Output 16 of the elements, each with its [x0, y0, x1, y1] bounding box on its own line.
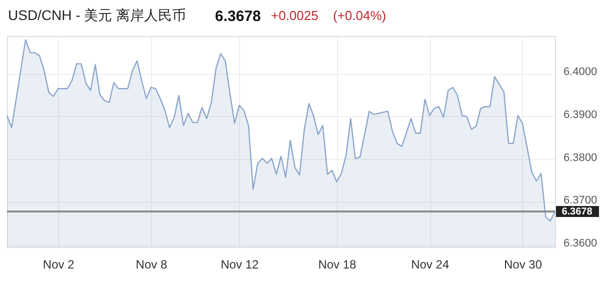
- x-tick-label: Nov 24: [411, 258, 450, 272]
- y-tick-label: 6.3600: [564, 237, 598, 250]
- x-tick-label: Nov 30: [504, 258, 542, 272]
- y-tick-label: 6.3800: [564, 152, 598, 164]
- text: 6.3678: [215, 8, 261, 25]
- ref-line-label: 6.3678: [562, 206, 593, 218]
- x-tick-label: Nov 12: [220, 258, 260, 272]
- x-tick-label: Nov 2: [42, 258, 75, 272]
- y-tick-label: 6.3700: [564, 194, 598, 207]
- chart-title: USD/CNH - 美元 离岸人民币: [8, 7, 186, 23]
- x-tick-label: Nov 8: [136, 258, 168, 272]
- y-tick-label: 6.4000: [564, 66, 598, 78]
- text: (+0.04%): [333, 8, 386, 23]
- text: +0.0025: [271, 8, 318, 23]
- x-tick-label: Nov 18: [318, 258, 357, 272]
- y-tick-label: 6.3900: [564, 108, 598, 121]
